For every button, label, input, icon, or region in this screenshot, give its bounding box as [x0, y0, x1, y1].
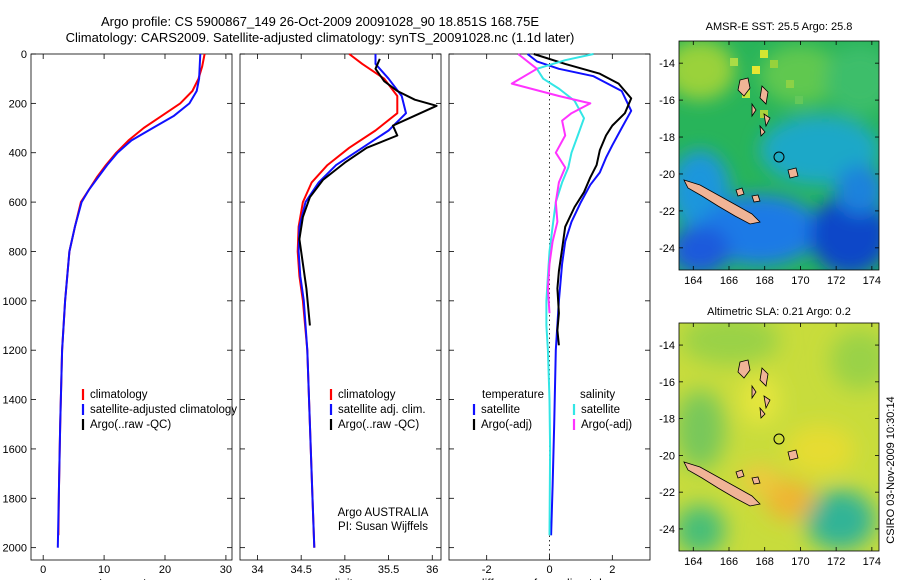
depth-ytick-label: 1200: [3, 345, 27, 357]
temperature-legend: climatology satellite-adjusted climatolog…: [81, 389, 237, 431]
depth-ytick-label: 2000: [3, 543, 27, 555]
sla-map-xtick-label: 168: [756, 556, 774, 568]
sst-map-ytick-label: -16: [659, 95, 675, 107]
sst-map-ytick-label: -24: [659, 243, 675, 255]
sla-map-ytick-label: -20: [659, 450, 675, 462]
sla-map-xtick-label: 172: [827, 556, 845, 568]
salinity-legend-label: Argo(..raw -QC): [338, 419, 419, 431]
difference-xtick-label: 2: [609, 564, 615, 576]
difference-legend-heading: salinity: [580, 389, 615, 401]
sst-map-xtick-label: 164: [684, 275, 702, 287]
sla-map-title: Altimetric SLA: 0.21 Argo: 0.2: [707, 306, 851, 318]
sla-argo-location: [773, 433, 785, 445]
depth-ytick-label: 600: [9, 197, 27, 209]
difference-legend: temperature satellite Argo(-adj) salinity sa…: [472, 389, 632, 431]
difference-series-salinity-satellite: [535, 53, 594, 536]
temperature-xlabel: temperature: [99, 576, 164, 580]
salinity-panel: 34 34.5 35 35.5 36 salinity climatology satelli…: [239, 53, 442, 580]
sla-new-caledonia: [683, 461, 761, 507]
salinity-xtick-label: 36: [426, 564, 438, 576]
depth-ytick-label: 200: [9, 98, 27, 110]
sst-map-ytick-label: -20: [659, 169, 675, 181]
temperature-xtick-label: 20: [159, 564, 171, 576]
difference-legend-heading: temperature: [482, 389, 544, 401]
salinity-xtick-label: 35.5: [378, 564, 399, 576]
depth-ytick-label: 400: [9, 148, 27, 160]
salinity-axes-frame: [239, 53, 442, 561]
salinity-xtick-label: 34.5: [290, 564, 311, 576]
difference-xlabel: difference from climatology: [478, 576, 621, 580]
temperature-series-climatology: [57, 53, 206, 536]
temperature-series-satellite-adjusted-climatology: [56, 53, 202, 548]
sst-map-ytick-label: -22: [659, 206, 675, 218]
salinity-annotation: Argo AUSTRALIA: [338, 507, 429, 519]
difference-series-temperature-satellite: [526, 53, 633, 536]
sst-argo-location: [773, 151, 785, 163]
temperature-xtick-label: 0: [40, 564, 46, 576]
sla-map-ytick-label: -22: [659, 487, 675, 499]
salinity-xtick-label: 34: [251, 564, 263, 576]
sla-map-xtick-label: 170: [791, 556, 809, 568]
salinity-annotation: PI: Susan Wijffels: [338, 521, 428, 533]
sla-map: Altimetric SLA: 0.21 Argo: 0.2 164 166 168…: [659, 306, 881, 568]
sla-map-xtick-label: 174: [863, 556, 881, 568]
depth-ytick-label: 800: [9, 246, 27, 258]
salinity-series-argo-raw-qc: [298, 58, 438, 326]
salinity-legend: climatology satellite adj. clim. Argo(..ra…: [329, 389, 426, 431]
sla-map-ytick-label: -14: [659, 340, 675, 352]
depth-ytick-label: 0: [21, 49, 27, 61]
sst-map-ytick-label: -18: [659, 132, 675, 144]
sla-map-frame: [678, 322, 880, 552]
sst-map-xtick-label: 174: [863, 275, 881, 287]
difference-series-temperature-argo-adj: [533, 53, 633, 346]
credit-label: CSIRO 03-Nov-2009 10:30:14: [885, 396, 897, 543]
figure-title-line2: Climatology: CARS2009. Satellite-adjuste…: [66, 30, 575, 45]
figure-title-line1: Argo profile: CS 5900867_149 26-Oct-2009…: [101, 14, 539, 29]
temperature-panel: 0 10 20 30 0 200 400 600 800 1000 1200 1400 1600 1800…: [3, 49, 238, 580]
sst-map: AMSR-E SST: 25.5 Argo: 25.8: [659, 21, 881, 287]
sst-map-xtick-label: 172: [827, 275, 845, 287]
sst-map-title: AMSR-E SST: 25.5 Argo: 25.8: [706, 21, 853, 33]
sst-map-xtick-label: 166: [720, 275, 738, 287]
sla-map-ytick-label: -24: [659, 524, 675, 536]
temperature-legend-label: Argo(..raw -QC): [90, 419, 171, 431]
sst-map-xtick-label: 170: [791, 275, 809, 287]
temperature-legend-label: climatology: [90, 389, 148, 401]
difference-series-salinity-argo-adj: [510, 53, 592, 314]
difference-legend-label: Argo(-adj): [481, 419, 532, 431]
sst-vanuatu-islands: [737, 77, 771, 137]
sla-map-ytick-label: -18: [659, 414, 675, 426]
salinity-series-satellite-adj-clim: [297, 54, 407, 548]
depth-ytick-label: 1800: [3, 493, 27, 505]
depth-ytick-label: 1400: [3, 395, 27, 407]
depth-ytick-label: 1600: [3, 444, 27, 456]
sst-map-xtick-label: 168: [756, 275, 774, 287]
difference-legend-label: satellite: [581, 404, 620, 416]
sst-loyalty-islands: [735, 167, 799, 203]
salinity-xtick-label: 35: [339, 564, 351, 576]
salinity-legend-label: climatology: [338, 389, 396, 401]
sst-map-ytick-label: -14: [659, 58, 675, 70]
salinity-xlabel: salinity: [322, 576, 359, 580]
sla-vanuatu-islands: [737, 359, 771, 419]
salinity-series-climatology: [296, 53, 399, 548]
temperature-legend-label: satellite-adjusted climatology: [90, 404, 237, 416]
depth-ytick-label: 1000: [3, 296, 27, 308]
salinity-legend-label: satellite adj. clim.: [338, 404, 426, 416]
difference-xtick-label: -2: [482, 564, 492, 576]
difference-xtick-label: 0: [546, 564, 552, 576]
temperature-axes-frame: [30, 53, 233, 561]
sla-loyalty-islands: [735, 449, 799, 485]
temperature-xtick-label: 10: [98, 564, 110, 576]
sst-map-frame: [678, 40, 880, 271]
sla-map-xtick-label: 164: [684, 556, 702, 568]
temperature-xtick-label: 30: [220, 564, 232, 576]
sla-map-ytick-label: -16: [659, 377, 675, 389]
difference-legend-label: satellite: [481, 404, 520, 416]
sla-map-xtick-label: 166: [720, 556, 738, 568]
sst-new-caledonia: [683, 179, 761, 225]
difference-legend-label: Argo(-adj): [581, 419, 632, 431]
difference-panel: -2 0 2difference from climatology temperatu…: [448, 53, 651, 580]
